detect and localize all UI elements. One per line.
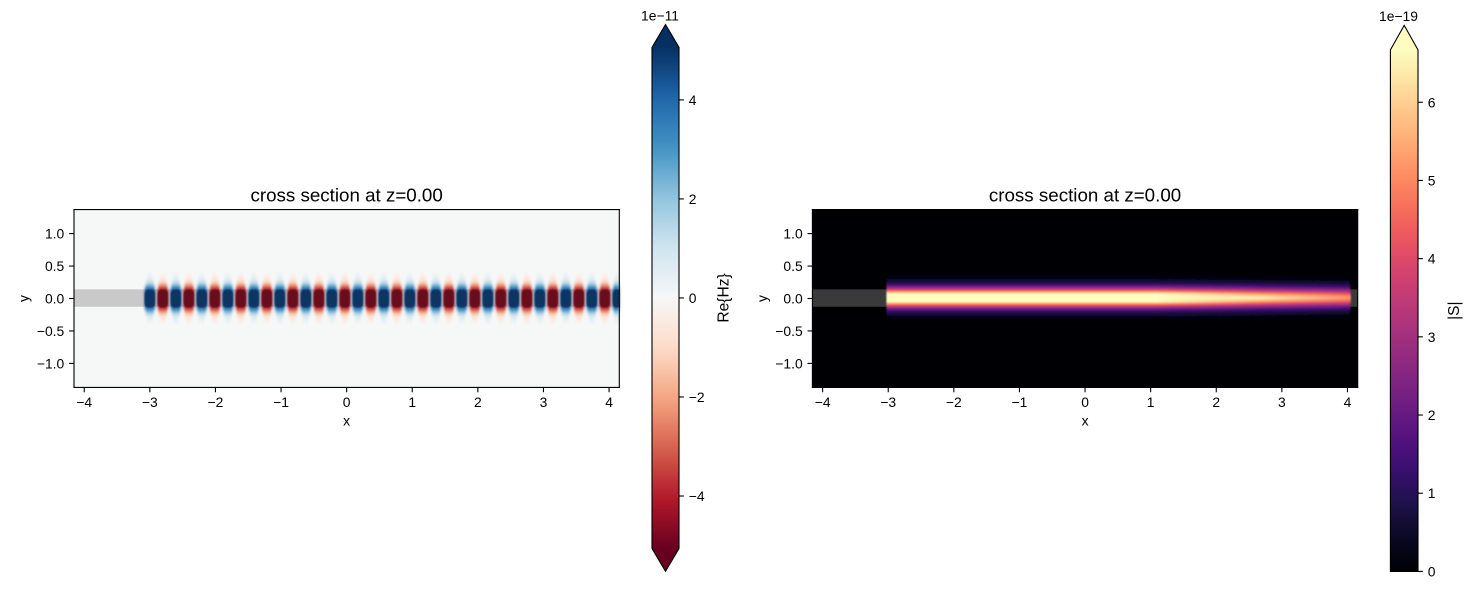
svg-text:−2: −2: [689, 389, 705, 405]
svg-text:4: 4: [1344, 394, 1352, 410]
svg-text:−4: −4: [76, 394, 92, 410]
svg-text:1: 1: [408, 394, 416, 410]
svg-text:1.0: 1.0: [783, 226, 803, 242]
svg-text:4: 4: [689, 92, 697, 108]
svg-text:0: 0: [689, 290, 697, 306]
svg-text:1: 1: [1147, 394, 1155, 410]
svg-text:1: 1: [1428, 485, 1436, 501]
svg-text:−4: −4: [689, 488, 705, 504]
svg-text:2: 2: [1212, 394, 1220, 410]
svg-text:−3: −3: [880, 394, 896, 410]
svg-text:|S|: |S|: [1446, 301, 1463, 319]
svg-text:0.5: 0.5: [45, 258, 65, 274]
svg-text:1.0: 1.0: [45, 226, 65, 242]
svg-text:−2: −2: [946, 394, 962, 410]
svg-text:3: 3: [1428, 329, 1436, 345]
svg-text:0: 0: [1081, 394, 1089, 410]
svg-text:−0.5: −0.5: [775, 323, 803, 339]
svg-text:3: 3: [540, 394, 548, 410]
svg-text:x: x: [343, 413, 350, 429]
svg-text:4: 4: [1428, 251, 1436, 267]
svg-text:5: 5: [1428, 172, 1436, 188]
svg-text:−1: −1: [1012, 394, 1028, 410]
svg-text:cross section at z=0.00: cross section at z=0.00: [989, 184, 1181, 205]
svg-text:3: 3: [1278, 394, 1286, 410]
svg-text:0: 0: [1428, 563, 1436, 579]
svg-text:2: 2: [1428, 407, 1436, 423]
svg-text:y: y: [15, 295, 31, 302]
svg-text:−1.0: −1.0: [37, 355, 65, 371]
svg-text:−3: −3: [142, 394, 158, 410]
svg-text:6: 6: [1428, 94, 1436, 110]
svg-text:0.5: 0.5: [783, 258, 803, 274]
svg-text:0: 0: [343, 394, 351, 410]
svg-text:1e−19: 1e−19: [1379, 8, 1418, 24]
svg-text:y: y: [754, 295, 770, 302]
svg-text:−0.5: −0.5: [37, 323, 65, 339]
svg-text:−1: −1: [273, 394, 289, 410]
svg-text:cross section at z=0.00: cross section at z=0.00: [251, 184, 443, 205]
svg-text:−4: −4: [815, 394, 831, 410]
svg-text:1e−11: 1e−11: [641, 7, 679, 23]
svg-text:2: 2: [689, 191, 697, 207]
svg-text:2: 2: [474, 394, 482, 410]
svg-text:Re{Hz}: Re{Hz}: [715, 273, 732, 322]
svg-text:−2: −2: [208, 394, 224, 410]
svg-text:4: 4: [605, 394, 613, 410]
svg-text:0.0: 0.0: [783, 291, 803, 307]
svg-text:x: x: [1082, 413, 1089, 429]
svg-text:0.0: 0.0: [45, 291, 65, 307]
svg-text:−1.0: −1.0: [775, 355, 803, 371]
